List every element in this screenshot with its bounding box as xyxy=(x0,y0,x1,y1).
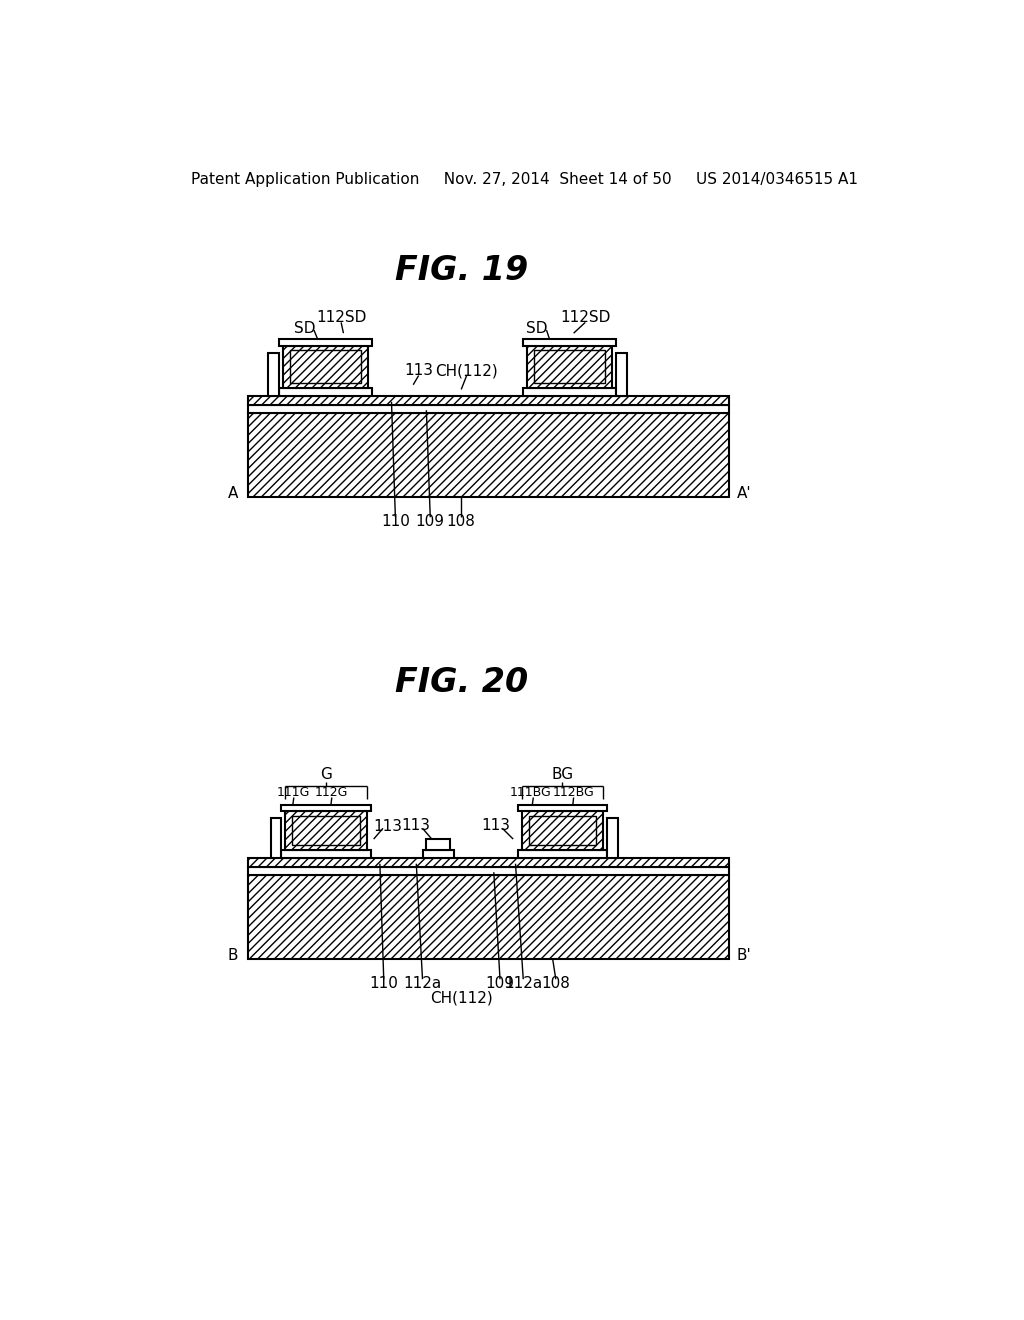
Text: BG: BG xyxy=(551,767,573,781)
Bar xyxy=(283,346,369,388)
Bar xyxy=(248,867,729,875)
Text: 112a: 112a xyxy=(403,977,441,991)
Bar xyxy=(280,339,372,346)
Text: Patent Application Publication     Nov. 27, 2014  Sheet 14 of 50     US 2014/034: Patent Application Publication Nov. 27, … xyxy=(191,173,858,187)
Text: 109: 109 xyxy=(485,977,514,991)
Bar xyxy=(535,350,605,383)
Text: 112SD: 112SD xyxy=(316,310,367,325)
Text: 111BG: 111BG xyxy=(509,787,551,800)
Bar xyxy=(248,875,729,960)
Bar xyxy=(270,817,282,858)
Text: CH(112): CH(112) xyxy=(430,990,493,1006)
Text: SD: SD xyxy=(294,321,315,337)
Text: 113: 113 xyxy=(481,817,511,833)
Text: 110: 110 xyxy=(370,977,398,991)
Text: 112G: 112G xyxy=(315,787,348,800)
Bar xyxy=(518,805,607,812)
Bar xyxy=(426,840,450,850)
Bar xyxy=(248,858,729,867)
Bar xyxy=(282,805,371,812)
Text: 111G: 111G xyxy=(278,787,310,800)
Text: A: A xyxy=(227,486,238,500)
Text: 110: 110 xyxy=(381,515,410,529)
Bar xyxy=(523,388,616,396)
Bar xyxy=(423,850,454,858)
Bar xyxy=(268,354,280,396)
Text: 113: 113 xyxy=(373,820,402,834)
Bar xyxy=(292,816,359,845)
Bar xyxy=(607,817,617,858)
Bar xyxy=(523,339,616,346)
Text: 108: 108 xyxy=(542,977,570,991)
Text: SD: SD xyxy=(525,321,547,337)
Bar xyxy=(290,350,361,383)
Text: 112BG: 112BG xyxy=(553,787,595,800)
Text: 109: 109 xyxy=(416,515,444,529)
Bar xyxy=(248,412,729,498)
Text: G: G xyxy=(321,767,332,781)
Text: 112a: 112a xyxy=(504,977,543,991)
Bar xyxy=(286,812,367,850)
Bar xyxy=(248,396,729,405)
Bar xyxy=(248,405,729,412)
Text: 113: 113 xyxy=(404,363,433,379)
Text: 112SD: 112SD xyxy=(560,310,610,325)
Text: 108: 108 xyxy=(446,515,476,529)
Text: A': A' xyxy=(737,486,752,500)
Text: FIG. 20: FIG. 20 xyxy=(394,665,528,698)
Bar xyxy=(521,812,603,850)
Bar xyxy=(282,850,371,858)
Text: B: B xyxy=(227,948,238,962)
Bar xyxy=(527,346,612,388)
Text: B': B' xyxy=(736,948,752,962)
Text: CH(112): CH(112) xyxy=(435,363,498,379)
Bar xyxy=(528,816,596,845)
Bar xyxy=(518,850,607,858)
Text: 113: 113 xyxy=(401,817,431,833)
Bar xyxy=(280,388,372,396)
Bar xyxy=(616,354,627,396)
Text: FIG. 19: FIG. 19 xyxy=(394,253,528,286)
